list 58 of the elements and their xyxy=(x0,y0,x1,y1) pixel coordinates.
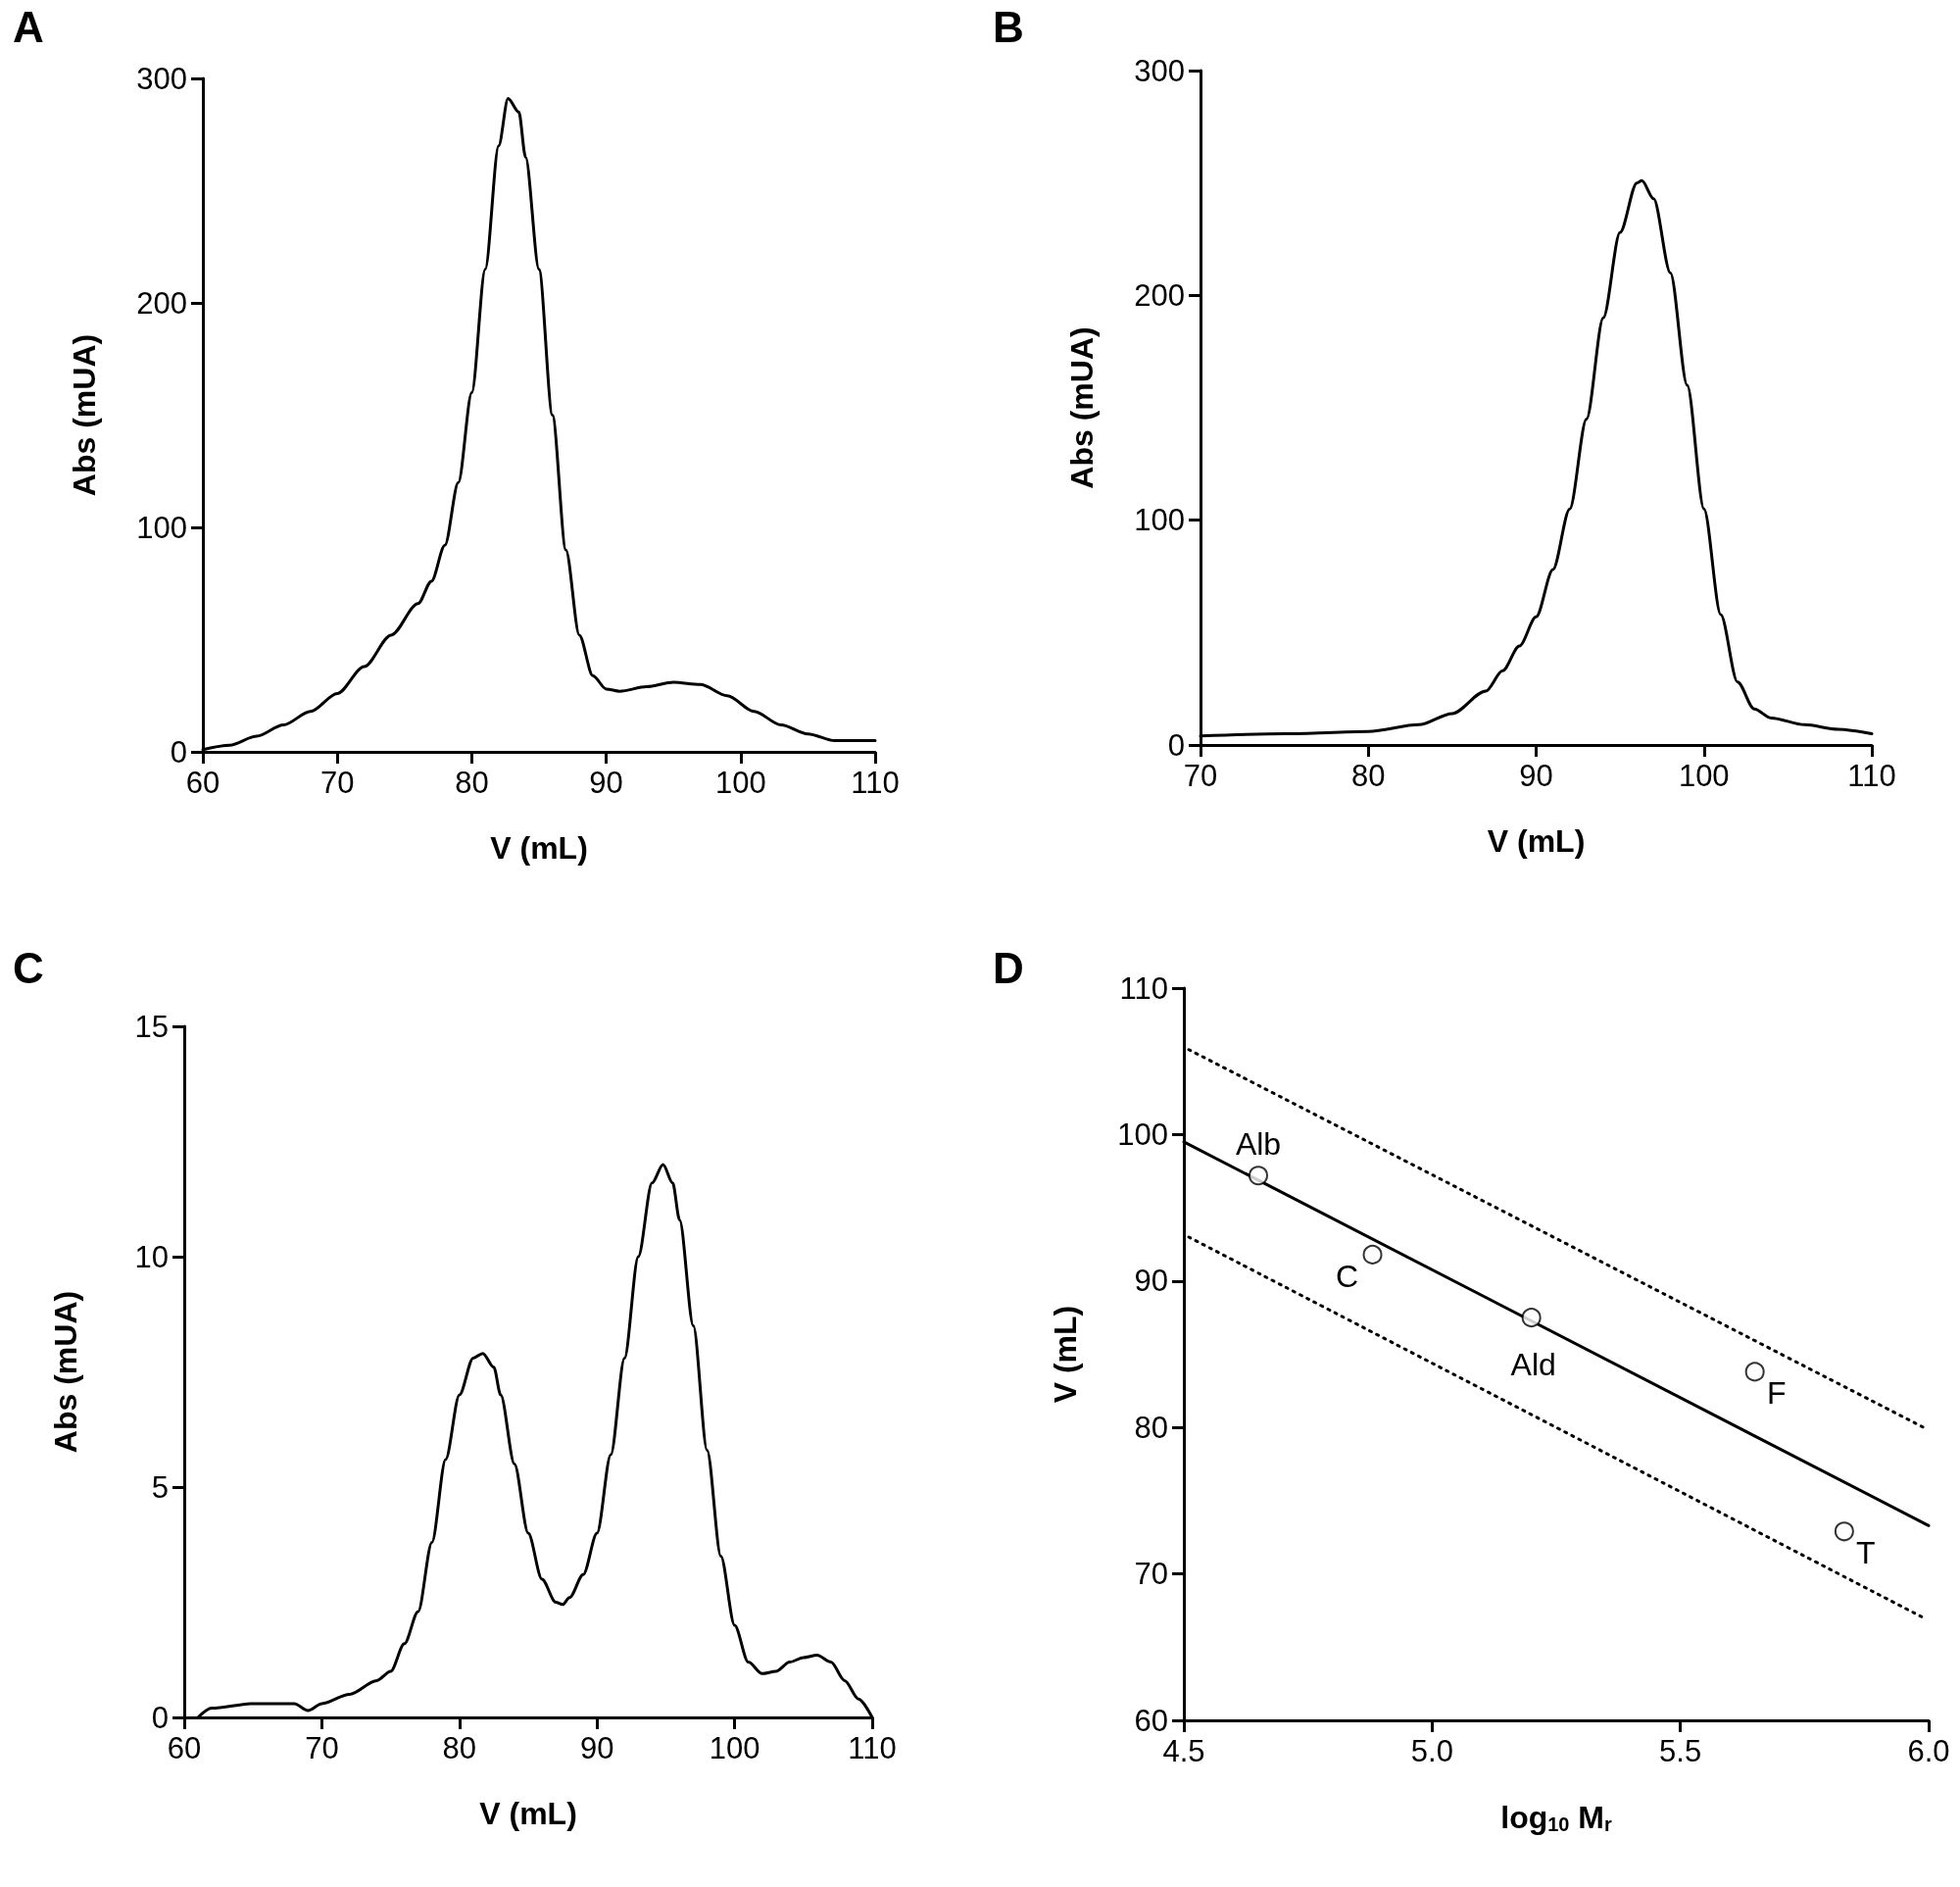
x-tick-label: 100 xyxy=(1678,759,1730,793)
x-tick-label: 5.5 xyxy=(1659,1734,1702,1768)
y-tick-label: 110 xyxy=(1119,970,1168,1006)
point xyxy=(1521,1308,1542,1328)
y-tick-label: 100 xyxy=(1117,1117,1168,1152)
x-tick-label: 110 xyxy=(848,1731,897,1765)
chart-title: B xyxy=(993,2,1024,51)
annotation: Ald xyxy=(1510,1347,1556,1383)
y-tick-label: 0 xyxy=(170,734,187,770)
y-tick-label: 300 xyxy=(136,61,187,96)
annotation: T xyxy=(1856,1535,1876,1571)
y-tick-label: 80 xyxy=(1134,1410,1168,1445)
x-tick-label: 110 xyxy=(851,766,900,800)
point xyxy=(1834,1521,1854,1542)
x-tick-label: 60 xyxy=(185,766,220,800)
chart-title: A xyxy=(13,2,44,51)
y-axis-title: Abs (mUA) xyxy=(1064,326,1100,489)
y-tick-label: 300 xyxy=(1134,53,1185,88)
x-tick-label: 80 xyxy=(1351,759,1386,793)
x-tick-label: 90 xyxy=(1519,759,1553,793)
x-tick-label: 90 xyxy=(579,1731,614,1765)
y-tick-label: 100 xyxy=(1134,503,1185,538)
x-tick-label: 5.0 xyxy=(1410,1734,1453,1768)
point xyxy=(1249,1166,1268,1186)
x-axis-title: V (mL) xyxy=(490,830,588,866)
y-axis-title: V (mL) xyxy=(1048,1305,1083,1404)
x-tick-label: 70 xyxy=(1183,759,1218,793)
point xyxy=(1362,1244,1383,1265)
y-tick-label: 100 xyxy=(136,510,187,545)
y-tick-label: 5 xyxy=(151,1469,169,1505)
x-tick-label: 80 xyxy=(455,766,489,800)
y-tick-label: 0 xyxy=(151,1700,169,1735)
x-tick-label: 6.0 xyxy=(1907,1734,1950,1768)
x-axis-title: log10 Mr xyxy=(1500,1800,1612,1835)
point xyxy=(1744,1362,1765,1382)
x-tick-label: 70 xyxy=(305,1731,339,1765)
y-axis-title: Abs (mUA) xyxy=(48,1290,83,1454)
annotation: F xyxy=(1766,1375,1787,1412)
y-axis-title: Abs (mUA) xyxy=(67,333,102,497)
x-tick-label: 80 xyxy=(442,1731,477,1765)
annotation: Alb xyxy=(1235,1126,1282,1163)
x-tick-label: 70 xyxy=(319,766,355,800)
x-axis-title: V (mL) xyxy=(479,1796,577,1831)
annotation: C xyxy=(1335,1258,1359,1294)
chart-title: C xyxy=(13,943,44,992)
x-tick-label: 100 xyxy=(714,766,766,800)
x-tick-label: 90 xyxy=(589,766,623,800)
y-tick-label: 200 xyxy=(136,285,187,321)
x-tick-label: 110 xyxy=(1847,759,1896,793)
x-tick-label: 100 xyxy=(709,1731,760,1765)
y-tick-label: 15 xyxy=(134,1009,169,1044)
x-axis-title: V (mL) xyxy=(1487,823,1586,859)
y-tick-label: 200 xyxy=(1134,277,1185,313)
y-tick-label: 10 xyxy=(134,1239,169,1274)
y-tick-label: 70 xyxy=(1134,1557,1168,1592)
chart-title: D xyxy=(993,943,1024,992)
y-tick-label: 0 xyxy=(1167,727,1185,763)
y-tick-label: 90 xyxy=(1134,1264,1168,1299)
